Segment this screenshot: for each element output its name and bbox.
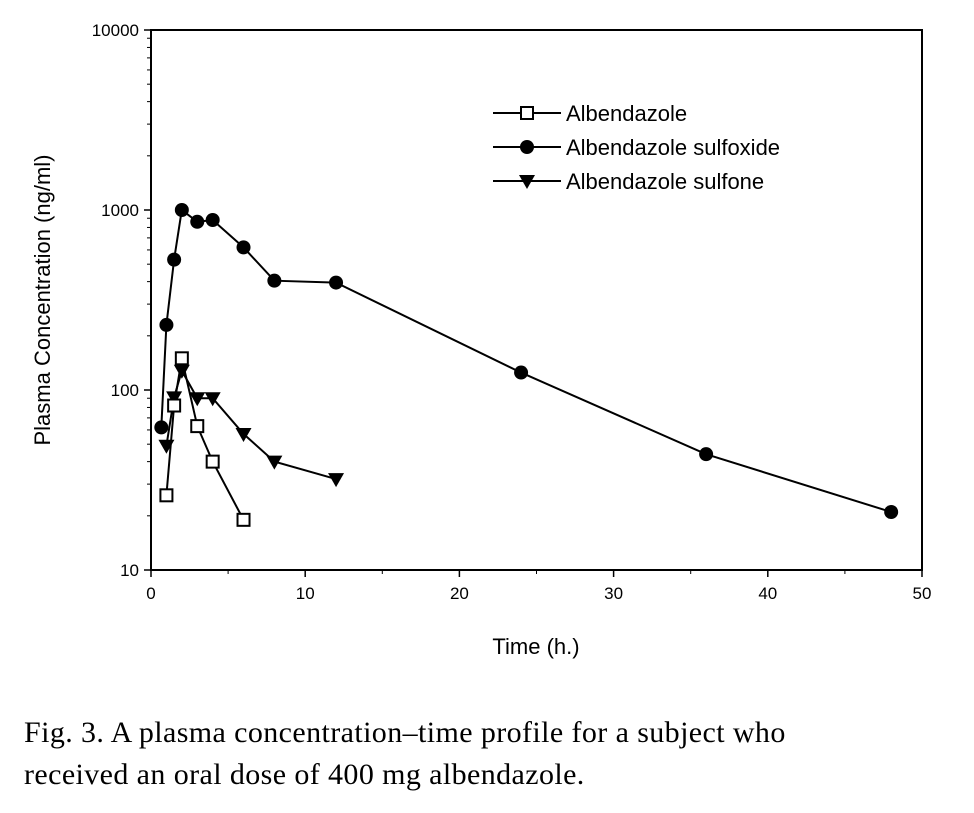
legend-marker (520, 106, 534, 120)
figure-caption: Fig. 3. A plasma concentration–time prof… (24, 712, 954, 796)
data-point (190, 214, 205, 229)
legend-item: Albendazole (493, 101, 687, 126)
data-point (267, 273, 282, 288)
y-tick-label: 10000 (92, 21, 139, 40)
y-tick-label: 100 (111, 381, 139, 400)
data-point (174, 203, 189, 217)
x-tick-label: 30 (604, 584, 623, 603)
data-point (205, 212, 220, 227)
legend-marker (520, 140, 534, 154)
data-point (328, 473, 345, 488)
data-point (189, 392, 206, 407)
data-point (236, 512, 251, 527)
data-point (235, 427, 252, 442)
x-tick-label: 50 (913, 584, 932, 603)
data-point (204, 392, 221, 407)
data-point (884, 505, 899, 520)
legend: Albendazole Albendazole sulfoxide Albendaz… (493, 101, 780, 194)
series-line (160, 208, 892, 513)
series-albendazole-sulfoxide (154, 203, 899, 520)
legend-label: Albendazole sulfone (566, 169, 764, 194)
x-tick-label: 20 (450, 584, 469, 603)
x-tick-label: 10 (296, 584, 315, 603)
series-albendazole (159, 351, 251, 527)
data-point (174, 351, 189, 366)
caption-line-2: received an oral dose of 400 mg albendaz… (24, 758, 585, 791)
data-point (266, 455, 283, 470)
x-tick-label: 0 (146, 584, 155, 603)
data-point (699, 447, 714, 462)
legend-item: Albendazole sulfoxide (493, 135, 780, 160)
legend-marker (519, 175, 535, 189)
y-axis-title: Plasma Concentration (ng/ml) (30, 154, 55, 445)
data-point (159, 317, 174, 332)
data-point (159, 488, 174, 503)
series-albendazole-sulfone (158, 364, 345, 488)
series-line (165, 358, 245, 521)
plot-frame (150, 29, 923, 571)
data-point (167, 252, 182, 267)
x-axis-title: Time (h.) (492, 634, 579, 659)
data-point (173, 364, 190, 379)
y-tick-label: 1000 (101, 201, 139, 220)
axes-layer: 0 10 20 30 40 50 10 100 1000 10000 (92, 21, 932, 603)
legend-item: Albendazole sulfone (493, 169, 764, 194)
data-point (154, 420, 169, 435)
data-point (236, 240, 251, 255)
data-point (205, 454, 220, 469)
series-layer (154, 203, 899, 527)
data-point (514, 365, 529, 380)
legend-label: Albendazole (566, 101, 687, 126)
y-tick-label: 10 (120, 561, 139, 580)
x-tick-label: 40 (758, 584, 777, 603)
data-point (190, 419, 205, 434)
data-point (166, 391, 183, 406)
data-point (167, 398, 182, 413)
legend-label: Albendazole sulfoxide (566, 135, 780, 160)
data-point (158, 439, 175, 454)
data-point (329, 275, 344, 290)
caption-line-1: Fig. 3. A plasma concentration–time prof… (24, 716, 786, 749)
